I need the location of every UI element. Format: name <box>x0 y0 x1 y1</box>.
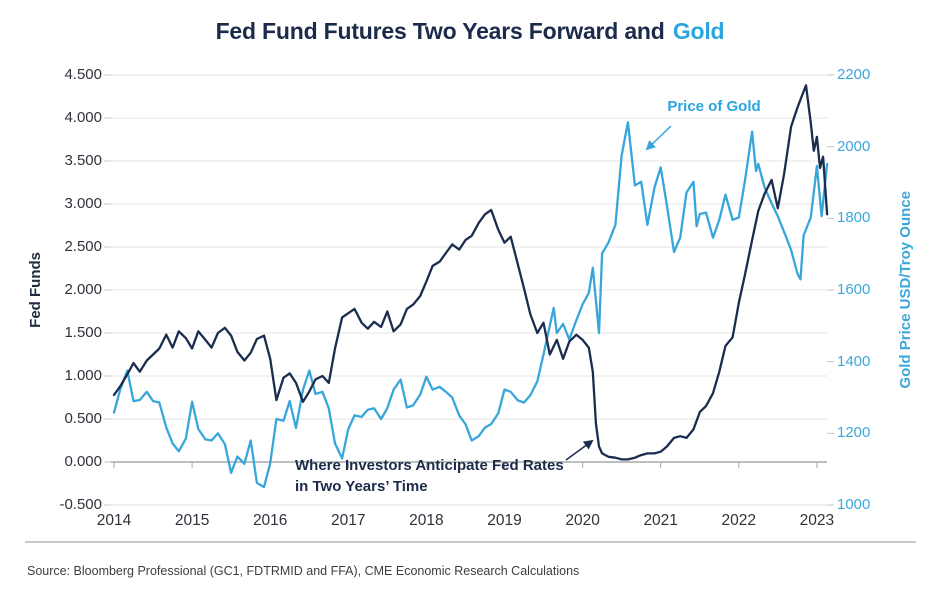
plot-area <box>104 74 834 506</box>
right-axis-tick-label: 2200 <box>837 66 871 83</box>
chart-title: Fed Fund Futures Two Years Forward and G… <box>0 18 940 45</box>
x-axis-year-label: 2021 <box>643 512 678 529</box>
left-axis-tick-label: 4.500 <box>64 66 102 83</box>
source-text: Source: Bloomberg Professional (GC1, FDT… <box>27 564 580 578</box>
left-axis-tick-label: 1.000 <box>64 367 102 384</box>
right-axis-tick-label: 1200 <box>837 424 871 442</box>
annotation-price-of-gold: Price of Gold <box>667 98 761 115</box>
left-axis-tick-label: 0.500 <box>64 410 102 427</box>
x-axis-year-label: 2015 <box>174 512 210 529</box>
x-axis-year-label: 2020 <box>565 512 600 529</box>
footer-divider <box>25 541 916 543</box>
x-axis-year-label: 2016 <box>252 512 288 529</box>
right-axis-tick-label: 2000 <box>837 137 871 155</box>
right-axis-tick-label: 1400 <box>837 352 871 370</box>
x-axis-year-label: 2019 <box>487 512 522 529</box>
left-axis-tick-label: 3.500 <box>64 152 102 169</box>
left-axis-tick-label: -0.500 <box>59 496 102 513</box>
right-axis-tick-label: 1600 <box>837 281 871 298</box>
left-axis-tick-label: 1.500 <box>64 324 102 341</box>
left-axis-tick-label: 2.000 <box>64 281 102 298</box>
x-axis-year-label: 2018 <box>409 512 444 529</box>
fed-funds-line <box>112 84 829 461</box>
right-axis-tick-label: 1800 <box>837 209 871 227</box>
gold-line <box>112 121 829 489</box>
right-axis-tick-label: 1000 <box>837 496 871 513</box>
chart-title-gold: Gold <box>672 18 725 44</box>
left-axis-tick-label: 2.500 <box>64 238 102 255</box>
left-axis-tick-label: 3.000 <box>64 195 102 212</box>
price-of-gold-arrow <box>645 125 672 151</box>
fed-rates-arrow <box>565 439 594 461</box>
annotation-fed-rates: Where Investors Anticipate Fed Rates in … <box>295 455 635 497</box>
x-axis-year-label: 2023 <box>799 512 835 529</box>
x-axis-year-label: 2014 <box>96 512 132 529</box>
annotation-fed-rates-line1: Where Investors Anticipate Fed Rates <box>295 457 564 474</box>
chart-title-main: Fed Fund Futures Two Years Forward and <box>215 18 665 44</box>
left-axis-tick-label: 4.000 <box>64 109 102 126</box>
x-axis-year-label: 2017 <box>331 512 366 529</box>
left-axis-tick-label: 0.000 <box>64 453 102 470</box>
annotation-fed-rates-line2: in Two Years’ Time <box>295 478 428 495</box>
x-axis-year-label: 2022 <box>721 512 757 529</box>
